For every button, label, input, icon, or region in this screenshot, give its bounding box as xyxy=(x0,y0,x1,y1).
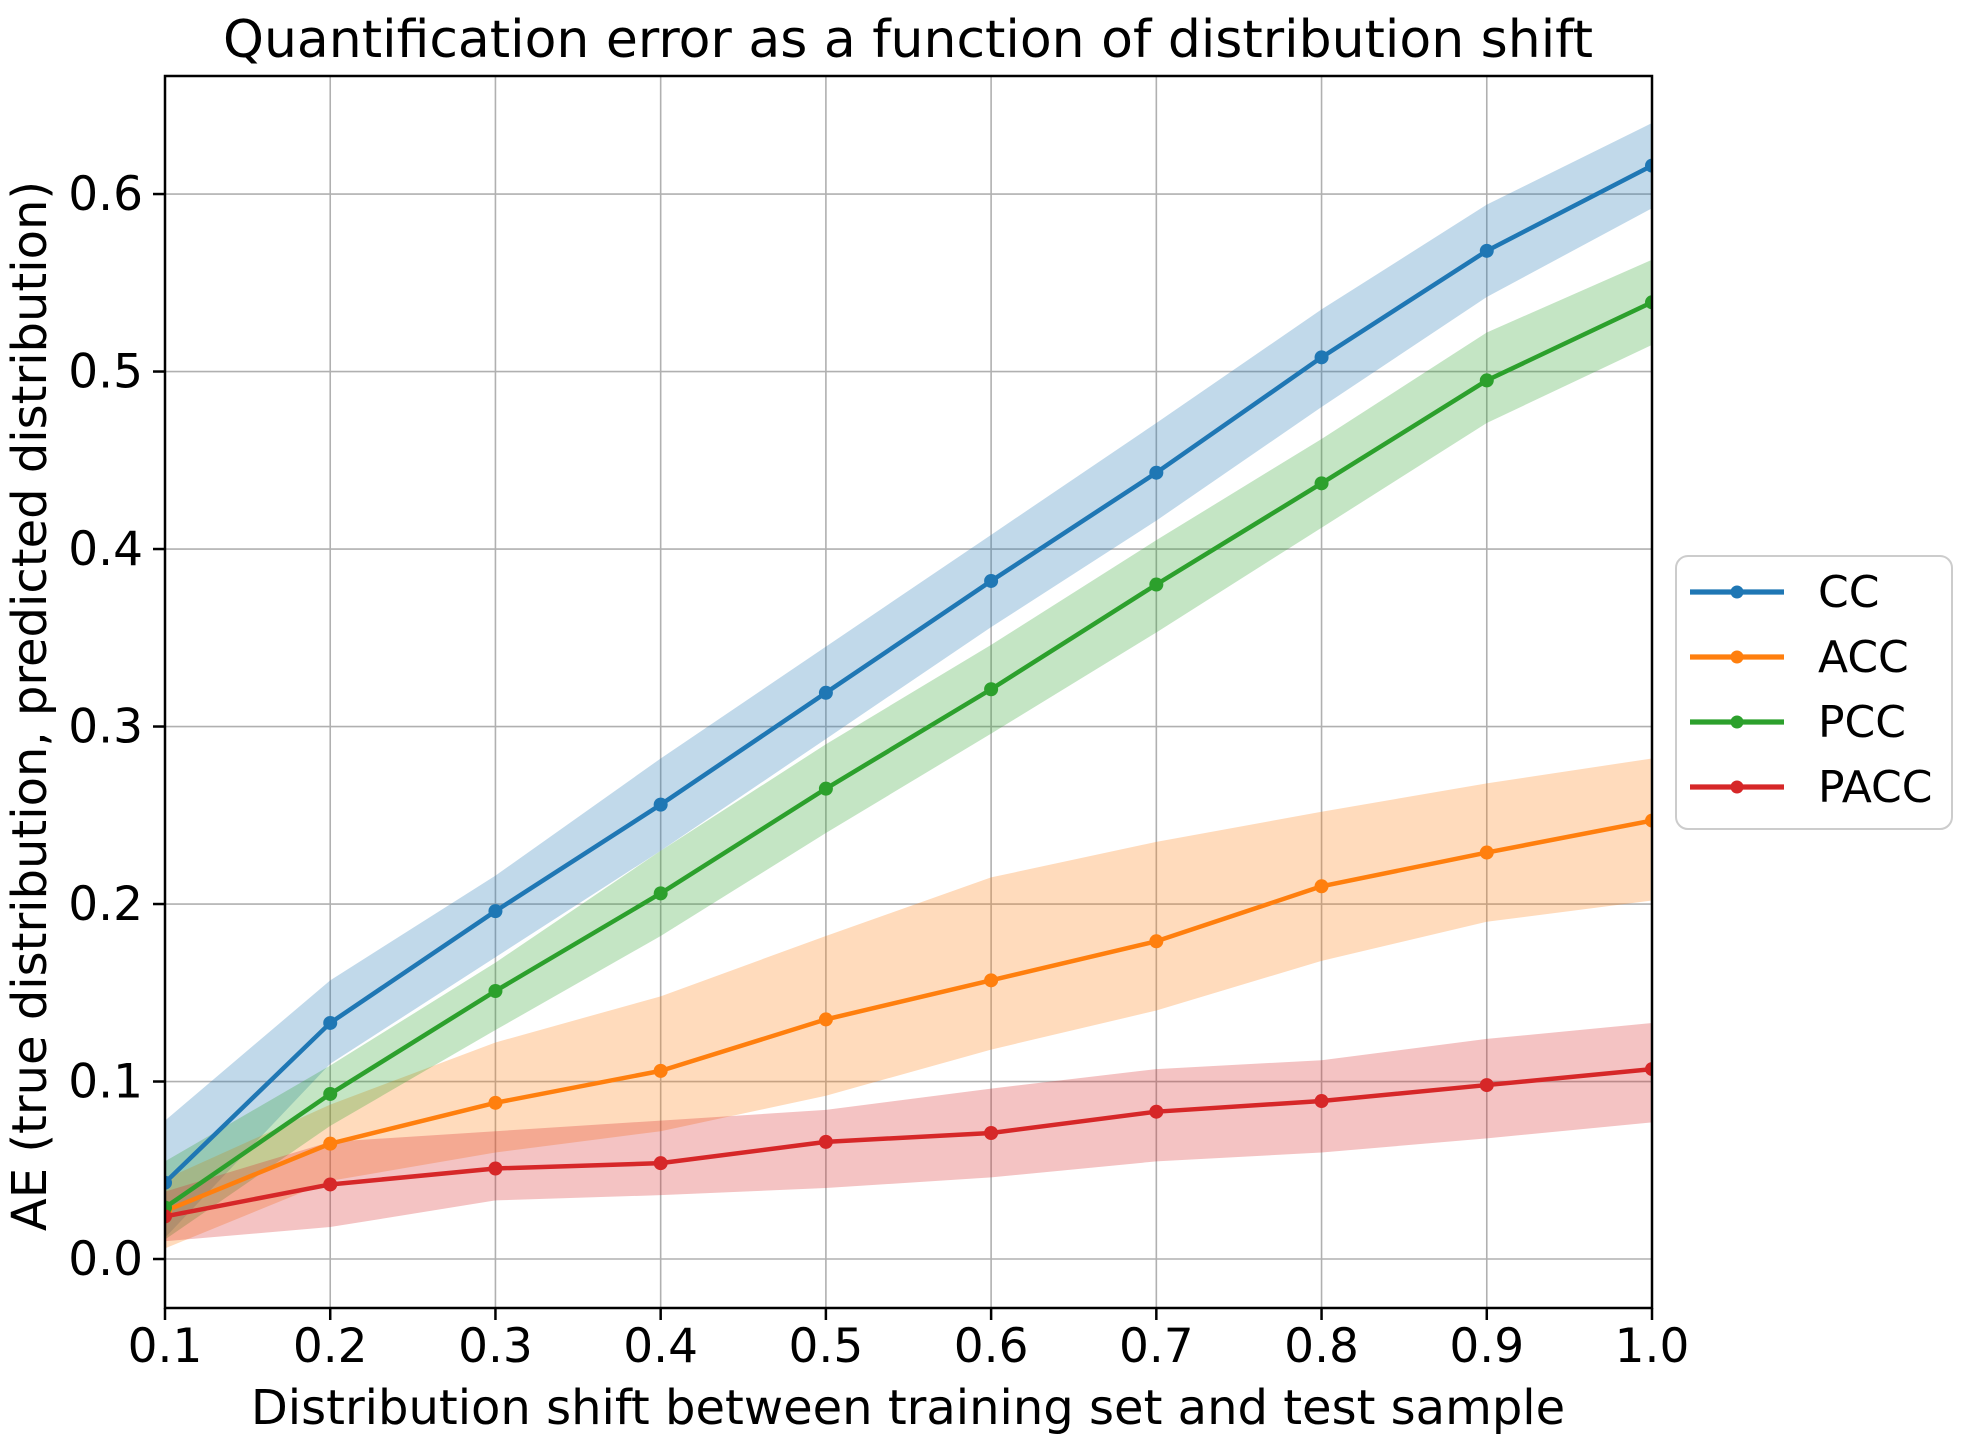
legend-item-ACC: ACC xyxy=(1690,632,1909,683)
tick-labels: 0.1 0.2 0.3 0.4 0.5 0.6 0.7 0.8 0.9 1.0 0.0 0.1 0.2 0… xyxy=(68,167,1689,1374)
marker-PCC-1.0 xyxy=(1645,295,1652,310)
y-tick-label-0.3: 0.3 xyxy=(68,700,143,755)
marker-CC-0.2 xyxy=(323,1015,338,1030)
marker-CC-0.8 xyxy=(1314,350,1329,365)
y-tick-label-0.5: 0.5 xyxy=(68,345,143,400)
y-tick-label-0.6: 0.6 xyxy=(68,167,143,222)
legend-marker-CC xyxy=(1730,585,1744,599)
plot-border xyxy=(163,74,1654,1310)
y-tick-label-0.1: 0.1 xyxy=(68,1055,143,1110)
marker-CC-0.6 xyxy=(984,573,999,588)
marker-PCC-0.5 xyxy=(818,781,833,796)
marker-CC-0.1 xyxy=(165,1175,172,1190)
marker-CC-0.9 xyxy=(1479,243,1494,258)
marker-ACC-0.8 xyxy=(1314,879,1329,894)
legend-label-PCC: PCC xyxy=(1818,697,1906,748)
marker-PACC-0.6 xyxy=(984,1125,999,1140)
marker-ACC-1.0 xyxy=(1645,813,1652,828)
marker-PACC-0.4 xyxy=(653,1156,668,1171)
marker-ACC-0.4 xyxy=(653,1063,668,1078)
legend-item-CC: CC xyxy=(1690,567,1879,618)
series-CC xyxy=(165,158,1652,1190)
marker-PCC-0.2 xyxy=(323,1086,338,1101)
line-CC xyxy=(165,163,1652,1185)
x-tick-label-0.5: 0.5 xyxy=(789,1319,864,1374)
legend-label-PACC: PACC xyxy=(1818,762,1933,813)
series-lines xyxy=(165,158,1652,1224)
legend-marker-ACC xyxy=(1730,650,1744,664)
marker-PCC-0.4 xyxy=(653,886,668,901)
x-tick-label-0.6: 0.6 xyxy=(954,1319,1029,1374)
x-tick-label-0.3: 0.3 xyxy=(458,1319,533,1374)
legend-item-PCC: PCC xyxy=(1690,697,1906,748)
y-tick-label-0.0: 0.0 xyxy=(68,1232,143,1287)
marker-PACC-0.7 xyxy=(1149,1104,1164,1119)
marker-PCC-0.7 xyxy=(1149,577,1164,592)
y-tick-label-0.4: 0.4 xyxy=(68,522,143,577)
marker-ACC-0.5 xyxy=(818,1012,833,1027)
marker-ACC-0.6 xyxy=(984,973,999,988)
marker-CC-0.5 xyxy=(818,685,833,700)
marker-PACC-0.8 xyxy=(1314,1094,1329,1109)
marker-ACC-0.2 xyxy=(323,1136,338,1151)
marker-PACC-0.5 xyxy=(818,1134,833,1149)
legend: CC ACC PCC PACC xyxy=(1675,555,1953,830)
band-PCC xyxy=(165,259,1652,1240)
marker-PCC-0.8 xyxy=(1314,476,1329,491)
chart-title: Quantification error as a function of di… xyxy=(223,10,1593,70)
axis-ticks xyxy=(153,192,1654,1320)
series-PACC xyxy=(165,1062,1652,1224)
x-tick-label-0.1: 0.1 xyxy=(128,1319,203,1374)
line-ACC xyxy=(165,818,1652,1214)
x-tick-label-0.7: 0.7 xyxy=(1119,1319,1194,1374)
x-tick-label-0.8: 0.8 xyxy=(1284,1319,1359,1374)
marker-PCC-0.6 xyxy=(984,682,999,697)
marker-PCC-0.3 xyxy=(488,983,503,998)
marker-CC-0.7 xyxy=(1149,465,1164,480)
marker-CC-0.3 xyxy=(488,904,503,919)
x-tick-label-1.0: 1.0 xyxy=(1615,1319,1690,1374)
legend-marker-PACC xyxy=(1730,780,1744,794)
line-PACC xyxy=(165,1066,1652,1219)
legend-label-ACC: ACC xyxy=(1818,632,1909,683)
x-tick-label-0.9: 0.9 xyxy=(1449,1319,1524,1374)
marker-PCC-0.9 xyxy=(1479,373,1494,388)
y-axis-label: AE (true distribution, predicted distrib… xyxy=(2,181,58,1231)
marker-ACC-0.3 xyxy=(488,1095,503,1110)
line-PCC xyxy=(165,300,1652,1210)
marker-ACC-0.7 xyxy=(1149,934,1164,949)
marker-PACC-1.0 xyxy=(1645,1062,1652,1077)
x-tick-label-0.4: 0.4 xyxy=(623,1319,698,1374)
marker-ACC-0.9 xyxy=(1479,845,1494,860)
series-PCC xyxy=(165,295,1652,1215)
band-CC xyxy=(165,123,1652,1238)
marker-CC-1.0 xyxy=(1645,158,1652,173)
x-tick-label-0.2: 0.2 xyxy=(293,1319,368,1374)
marker-PACC-0.3 xyxy=(488,1161,503,1176)
legend-label-CC: CC xyxy=(1818,567,1879,618)
band-ACC xyxy=(165,758,1652,1249)
marker-PACC-0.2 xyxy=(323,1177,338,1192)
legend-item-PACC: PACC xyxy=(1690,762,1933,813)
band-PACC xyxy=(165,1022,1652,1242)
confidence-bands xyxy=(165,123,1652,1249)
marker-PACC-0.1 xyxy=(165,1209,172,1224)
marker-PACC-0.9 xyxy=(1479,1078,1494,1093)
x-axis-label: Distribution shift between training set … xyxy=(251,1380,1565,1436)
marker-CC-0.4 xyxy=(653,797,668,812)
y-tick-label-0.2: 0.2 xyxy=(68,877,143,932)
legend-marker-PCC xyxy=(1730,715,1744,729)
legend-box xyxy=(1675,555,1953,830)
